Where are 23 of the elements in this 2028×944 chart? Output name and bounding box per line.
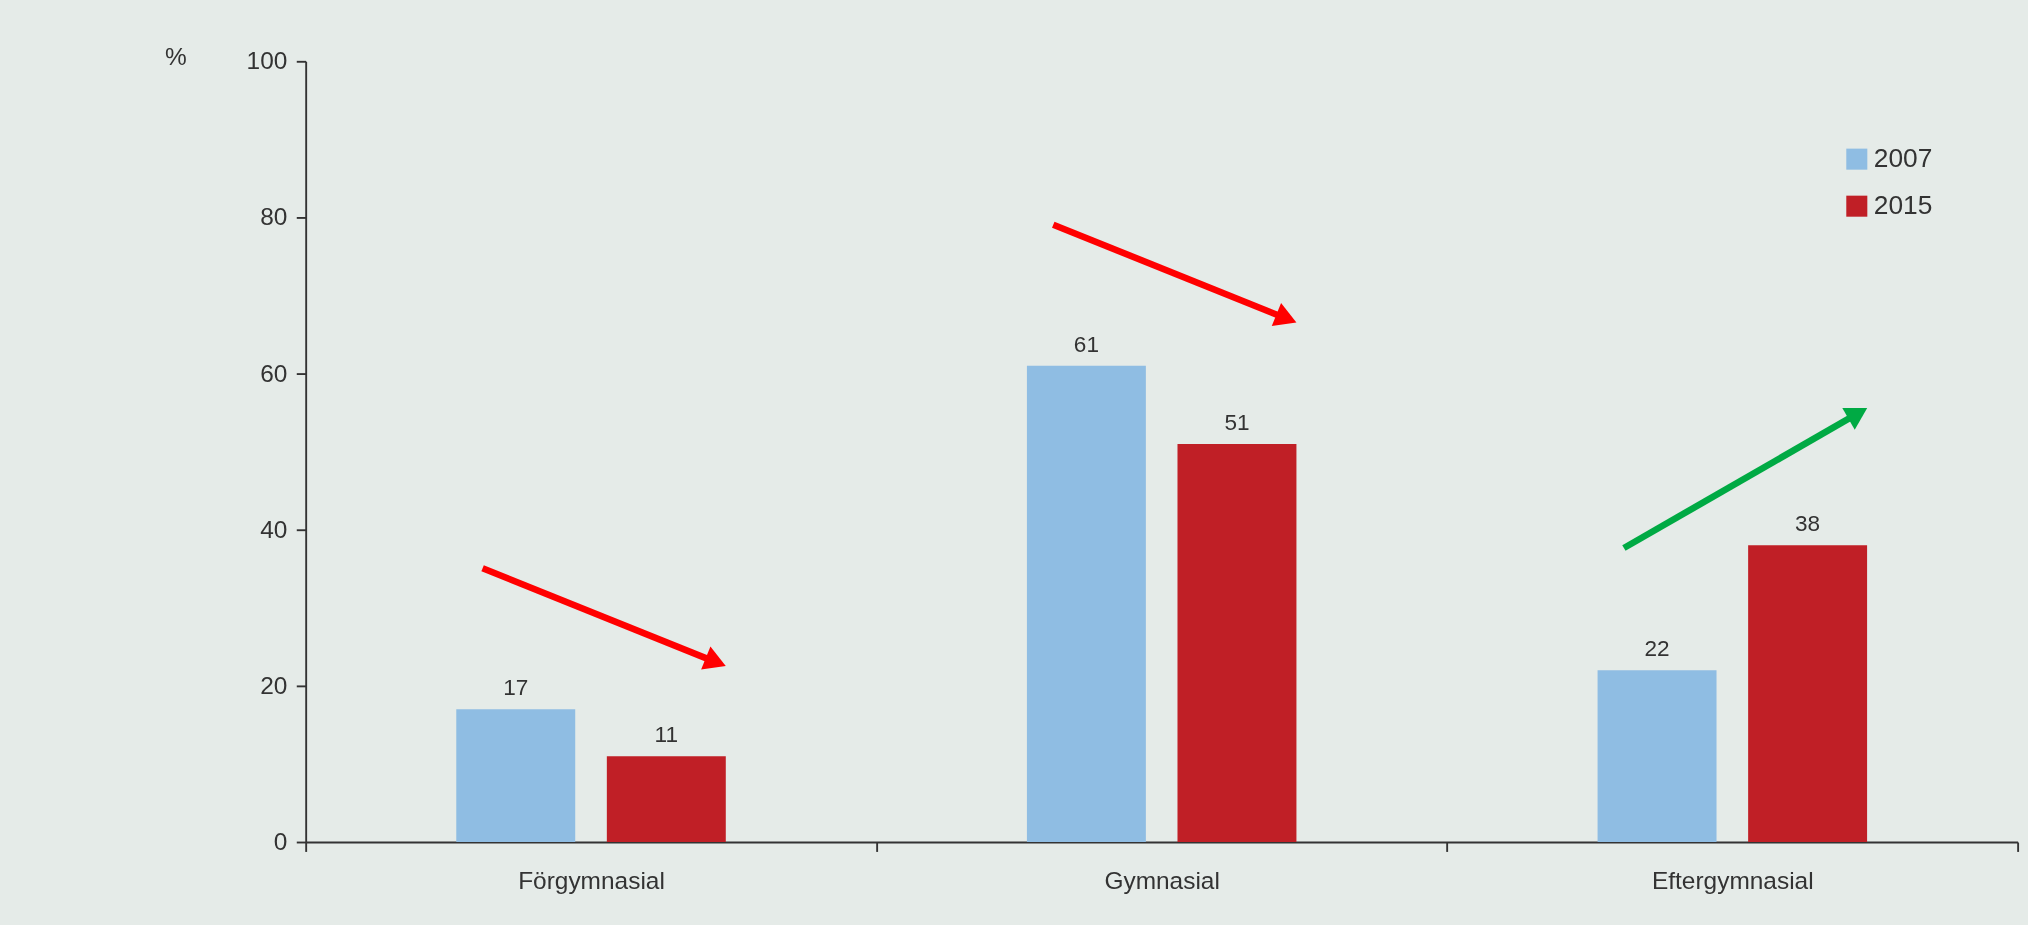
legend-label: 2007 [1873,142,1933,173]
y-tick-label: 40 [260,515,288,543]
legend-label: 2015 [1873,189,1933,220]
bar [456,709,576,843]
data-label: 22 [1644,636,1670,662]
y-tick-label: 80 [260,203,288,231]
x-tick-label: Förgymnasial [518,866,665,894]
data-label: 11 [654,722,679,748]
bar [1177,443,1297,843]
x-tick-label: Gymnasial [1104,866,1220,894]
y-tick-label: 100 [246,47,288,75]
bar [1026,365,1146,843]
data-label: 38 [1795,511,1821,537]
x-tick-label: Eftergymnasial [1651,866,1814,894]
y-tick-label: 20 [260,671,288,699]
y-tick-label: 60 [260,359,288,387]
y-tick-label: 0 [273,828,288,856]
bar [1597,670,1717,843]
y-axis-title: % [165,42,187,70]
data-label: 51 [1224,409,1250,435]
data-label: 61 [1073,331,1099,357]
bar [606,756,726,843]
data-label: 17 [503,675,529,701]
